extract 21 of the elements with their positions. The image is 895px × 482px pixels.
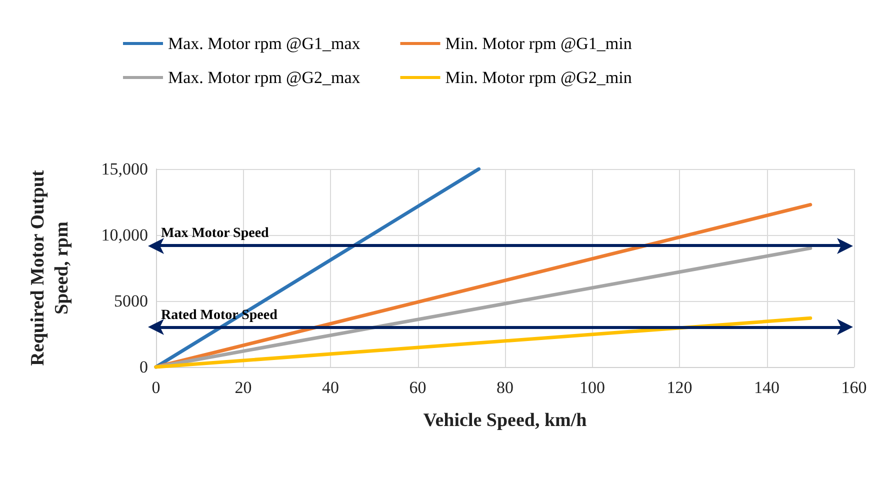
x-axis-title: Vehicle Speed, km/h <box>423 410 588 431</box>
y-tick-label: 10,000 <box>101 226 148 244</box>
ref-line-label: Max Motor Speed <box>161 226 270 242</box>
legend-label: Max. Motor rpm @G1_max <box>168 34 361 53</box>
ref-line-label: Rated Motor Speed <box>161 308 278 323</box>
x-tick-label: 140 <box>754 378 780 397</box>
x-tick-label: 160 <box>841 378 867 397</box>
x-tick-label: 20 <box>234 378 252 397</box>
legend-label: Min. Motor rpm @G1_min <box>445 34 632 53</box>
x-tick-label: 120 <box>666 378 692 397</box>
legend-label: Min. Motor rpm @G2_min <box>445 68 632 87</box>
x-tick-label: 100 <box>580 378 605 397</box>
x-tick-label: 40 <box>322 378 339 397</box>
y-tick-label: 0 <box>140 358 148 376</box>
x-tick-label: 80 <box>496 378 514 397</box>
y-tick-label: 15,000 <box>101 160 148 178</box>
x-tick-label: 60 <box>409 378 426 397</box>
y-tick-label: 5000 <box>114 292 148 310</box>
legend-label: Max. Motor rpm @G2_max <box>168 68 361 87</box>
y-axis-title: Required Motor Output Speed, rpm <box>28 170 72 366</box>
x-tick-label: 0 <box>152 378 160 397</box>
